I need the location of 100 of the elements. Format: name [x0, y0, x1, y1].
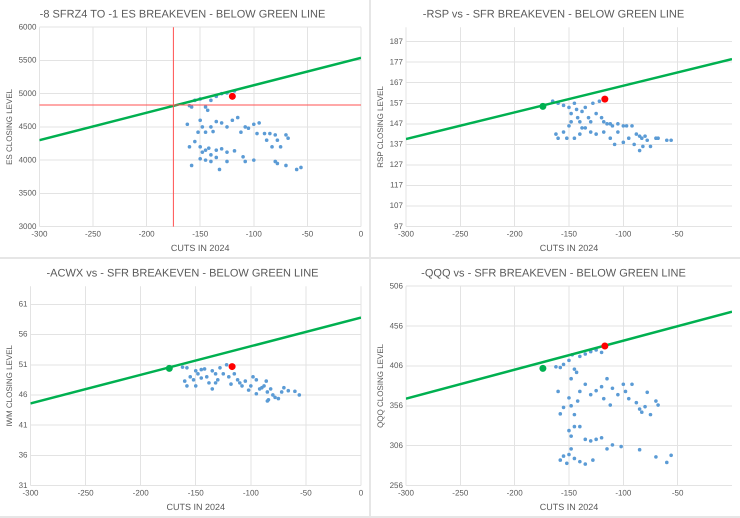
x-tick-label: 0 — [358, 230, 364, 239]
point — [192, 378, 196, 382]
y-tick-label: 117 — [390, 180, 404, 190]
point — [562, 104, 566, 108]
point — [664, 138, 669, 142]
x-tick-label: -200 — [132, 488, 150, 498]
point — [580, 126, 584, 130]
y-tick-label: 147 — [390, 119, 404, 128]
y-tick-label: 187 — [390, 36, 404, 46]
point — [221, 372, 226, 376]
point — [616, 130, 620, 134]
point — [598, 99, 602, 104]
y-axis-title: QQQ CLOSING LEVEL — [376, 343, 386, 428]
point — [196, 372, 200, 376]
point — [567, 124, 571, 128]
point — [576, 116, 580, 120]
point — [600, 116, 604, 120]
point — [638, 148, 642, 152]
x-tick-label: -50 — [302, 230, 314, 239]
point — [185, 366, 189, 370]
x-tick-label: -200 — [506, 488, 524, 498]
point — [567, 106, 571, 110]
y-tick-label: 5500 — [18, 56, 37, 65]
y-tick-label: 356 — [390, 401, 404, 410]
point — [588, 130, 593, 134]
point — [612, 142, 616, 146]
x-tick-label: -300 — [398, 488, 414, 498]
y-tick-label: 31 — [18, 480, 28, 490]
point — [166, 364, 173, 372]
point — [202, 367, 206, 371]
point — [271, 393, 275, 397]
x-tick-label: -100 — [242, 488, 260, 498]
x-tick-label: 0 — [358, 488, 364, 498]
point — [610, 124, 614, 128]
y-axis-title: RSP CLOSING LEVEL — [376, 86, 386, 168]
point — [539, 102, 546, 110]
x-tick-label: -100 — [615, 230, 632, 239]
x-axis-title: CUTS IN 2024 — [170, 243, 230, 254]
point — [210, 387, 214, 391]
point — [293, 390, 297, 394]
point — [276, 396, 280, 400]
y-axis-title: IWM CLOSING LEVEL — [5, 344, 14, 427]
point — [622, 124, 626, 128]
point — [602, 130, 606, 134]
y-tick-label: 137 — [390, 140, 404, 149]
x-tick-label: -300 — [31, 230, 48, 239]
point — [591, 101, 595, 106]
x-tick-label: -200 — [506, 230, 524, 239]
y-tick-label: 3000 — [18, 222, 37, 231]
y-tick-label: 167 — [390, 78, 404, 87]
point — [602, 120, 606, 124]
point — [638, 134, 642, 138]
x-tick-label: -200 — [138, 230, 156, 239]
point — [616, 122, 620, 126]
point — [605, 122, 609, 126]
point — [641, 144, 645, 148]
point — [569, 120, 573, 124]
point — [216, 378, 220, 382]
point — [236, 378, 240, 382]
point — [580, 110, 584, 114]
point — [640, 136, 644, 140]
point — [218, 366, 222, 370]
point — [232, 372, 236, 376]
y-tick-label: 4500 — [18, 122, 37, 132]
point — [632, 142, 636, 146]
point — [572, 101, 576, 106]
x-tick-label: -250 — [452, 488, 469, 498]
point — [199, 368, 204, 372]
y-tick-label: 61 — [18, 300, 28, 309]
point — [554, 132, 558, 136]
point — [224, 362, 228, 367]
x-tick-label: -150 — [188, 488, 204, 498]
y-tick-label: 6000 — [18, 22, 37, 32]
point — [562, 130, 566, 134]
x-tick-label: -150 — [560, 230, 578, 239]
point — [583, 126, 588, 130]
point — [227, 375, 231, 379]
y-tick-label: 41 — [18, 420, 28, 430]
y-tick-label: 256 — [390, 480, 404, 490]
point — [608, 136, 612, 140]
point — [586, 116, 590, 120]
point — [624, 124, 628, 128]
y-tick-label: 46 — [18, 390, 28, 400]
point — [254, 378, 258, 382]
y-tick-label: 127 — [390, 160, 404, 170]
point — [569, 112, 573, 116]
point — [249, 384, 253, 388]
point — [626, 136, 631, 140]
x-tick-label: -300 — [22, 488, 40, 498]
point — [194, 368, 198, 373]
point — [669, 138, 673, 142]
point — [185, 384, 189, 388]
x-axis-title: CUTS IN 2024 — [166, 502, 226, 512]
chart-title: -ACWX vs - SFR BREAKEVEN - BELOW GREEN LINE — [46, 268, 318, 280]
x-tick-label: -100 — [615, 488, 632, 498]
y-axis-title: ES CLOSING LEVEL — [5, 88, 14, 165]
x-tick-label: -50 — [300, 488, 312, 498]
y-tick-label: 306 — [390, 440, 404, 450]
x-tick-label: -250 — [84, 230, 102, 239]
point — [266, 390, 270, 394]
